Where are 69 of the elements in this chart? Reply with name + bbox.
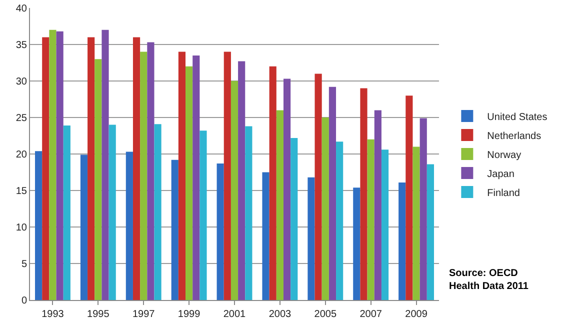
bar	[56, 31, 64, 300]
bar	[381, 150, 389, 300]
x-tick-label: 1999	[178, 309, 201, 320]
y-tick-label: 0	[21, 296, 28, 306]
bar	[367, 139, 374, 300]
bar	[42, 37, 50, 300]
bar	[200, 130, 207, 300]
bar	[426, 164, 434, 300]
bar	[314, 74, 322, 300]
y-tick-label: 30	[16, 76, 28, 88]
bar	[230, 81, 238, 300]
y-tick-label: 40	[16, 4, 28, 14]
bar	[374, 110, 382, 300]
bar	[216, 163, 224, 300]
x-tick-label: 2005	[314, 309, 337, 320]
bar	[49, 30, 56, 300]
bar	[398, 182, 406, 300]
bar	[412, 146, 420, 300]
bar	[63, 126, 70, 300]
bar	[35, 151, 42, 300]
x-tick-label: 1995	[87, 309, 110, 320]
bar	[126, 152, 133, 300]
x-tick-label: 2007	[360, 309, 382, 320]
bar	[308, 177, 315, 300]
y-tick-label: 15	[16, 186, 28, 197]
x-tick-label: 2009	[405, 309, 428, 320]
bar	[322, 118, 329, 300]
bar	[186, 66, 193, 300]
legend-label: Finland	[487, 188, 520, 199]
legend-label: United States	[487, 112, 548, 123]
bar	[102, 30, 109, 300]
bar	[336, 142, 344, 300]
bar	[94, 59, 102, 300]
bar	[276, 110, 284, 300]
bar	[171, 160, 178, 300]
bar	[238, 61, 246, 300]
bar	[140, 52, 148, 300]
y-tick-label: 35	[16, 40, 28, 51]
x-tick-label: 2001	[223, 309, 246, 320]
source-note: Source: OECD Health Data 2011	[449, 268, 529, 292]
bar	[108, 124, 116, 300]
bar	[147, 42, 154, 300]
bar	[80, 154, 88, 300]
bar	[192, 55, 200, 300]
bar	[154, 124, 162, 300]
bar	[420, 118, 427, 300]
bar	[245, 126, 252, 300]
y-tick-label: 10	[16, 222, 28, 234]
legend-label: Netherlands	[487, 130, 542, 142]
x-tick-label: 2003	[268, 309, 292, 320]
bar	[88, 37, 95, 300]
x-tick-label: 1997	[132, 309, 156, 320]
y-tick-label: 5	[21, 259, 28, 270]
y-tick-label: 25	[16, 113, 28, 124]
x-tick-label: 1993	[42, 309, 64, 320]
bar	[224, 52, 231, 300]
legend-label: Japan	[487, 168, 514, 180]
bar	[132, 37, 140, 300]
bar	[406, 96, 413, 300]
bar	[328, 86, 336, 300]
legend-label: Norway	[487, 150, 522, 161]
bar	[262, 172, 270, 300]
bar	[178, 52, 186, 300]
bar	[290, 138, 298, 300]
bar	[283, 78, 291, 300]
y-tick-label: 20	[16, 150, 28, 160]
bar	[269, 66, 276, 300]
bar	[353, 188, 360, 300]
bar	[360, 88, 368, 300]
